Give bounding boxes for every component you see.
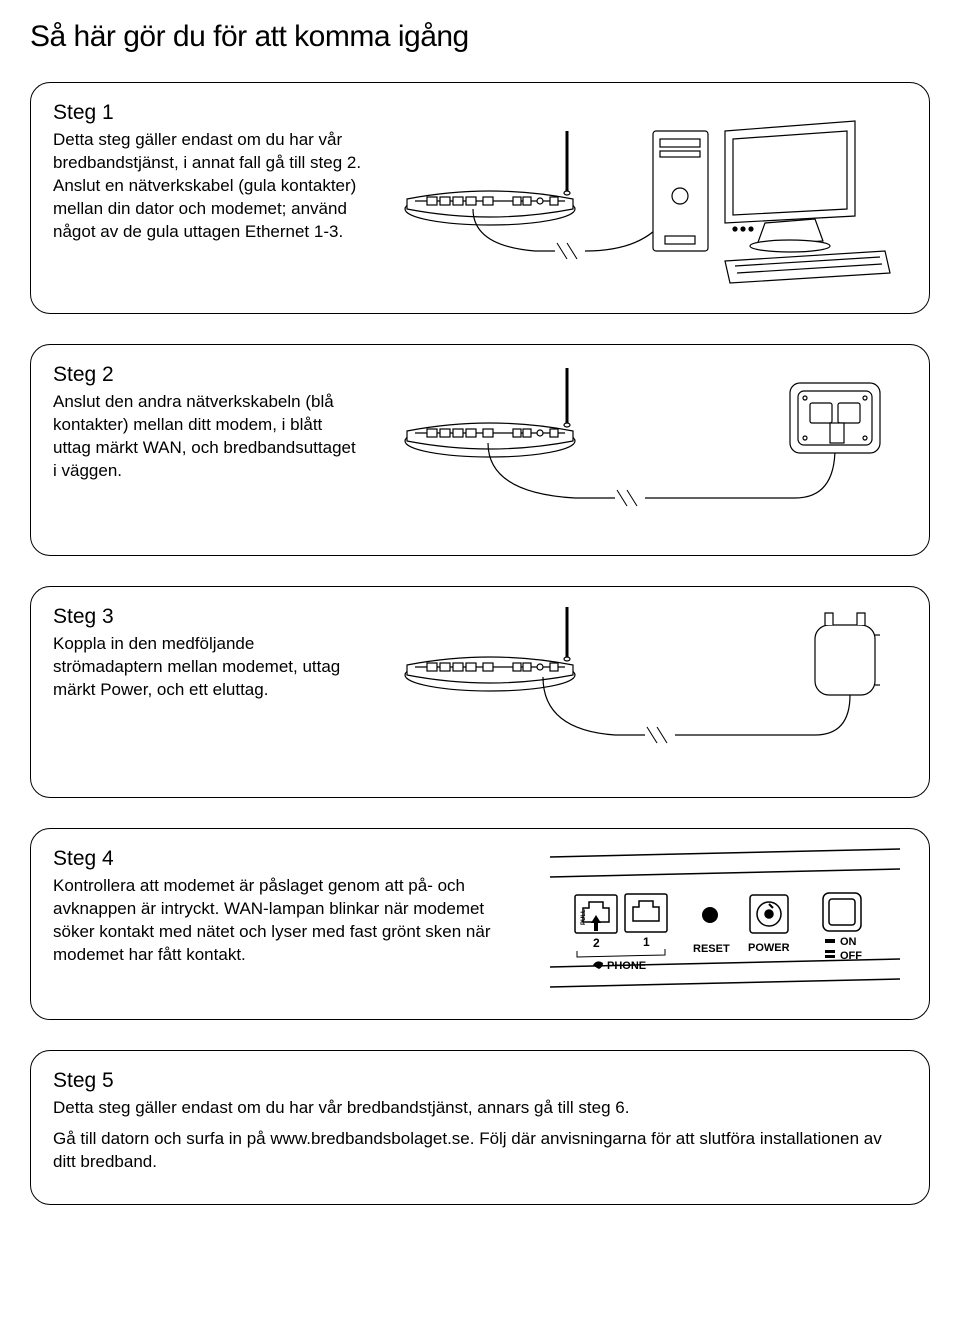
step-1-diagram — [383, 101, 907, 291]
step-3: Steg 3 Koppla in den medföljande strömad… — [30, 586, 930, 798]
on-label: ON — [840, 936, 857, 948]
modem-power-icon — [395, 605, 895, 775]
page-title: Så här gör du för att komma igång — [30, 20, 930, 54]
step-3-diagram — [383, 605, 907, 775]
phone-2-label: 2 — [593, 936, 600, 950]
phone-1-label: 1 — [643, 935, 650, 949]
step-2-text: Steg 2 Anslut den andra nätverkskabeln (… — [53, 363, 363, 533]
step-2-title: Steg 2 — [53, 363, 363, 387]
step-1-text: Steg 1 Detta steg gäller endast om du ha… — [53, 101, 363, 291]
step-1-title: Steg 1 — [53, 101, 363, 125]
modem-computer-icon — [395, 101, 895, 291]
reset-label: RESET — [693, 943, 730, 955]
step-1: Steg 1 Detta steg gäller endast om du ha… — [30, 82, 930, 314]
step-3-body: Koppla in den medföljande strömadaptern … — [53, 633, 363, 702]
step-5-text: Steg 5 Detta steg gäller endast om du ha… — [53, 1069, 907, 1182]
step-4-body: Kontrollera att modemet är påslaget geno… — [53, 875, 523, 967]
step-3-title: Steg 3 — [53, 605, 363, 629]
step-2: Steg 2 Anslut den andra nätverkskabeln (… — [30, 344, 930, 556]
step-5: Steg 5 Detta steg gäller endast om du ha… — [30, 1050, 930, 1205]
modem-back-panel-icon: PULL 2 1 PHONE RESET POWER — [545, 847, 905, 997]
phone-label: PHONE — [607, 960, 646, 972]
modem-wall-icon — [395, 363, 895, 533]
step-5-line-2: Gå till datorn och surfa in på www.bredb… — [53, 1128, 907, 1174]
step-5-body: Detta steg gäller endast om du har vår b… — [53, 1097, 907, 1174]
step-5-title: Steg 5 — [53, 1069, 907, 1093]
step-4-diagram: PULL 2 1 PHONE RESET POWER — [543, 847, 907, 997]
power-label: POWER — [748, 942, 790, 954]
off-label: OFF — [840, 950, 862, 962]
step-4-title: Steg 4 — [53, 847, 523, 871]
step-2-diagram — [383, 363, 907, 533]
pull-label: PULL — [581, 909, 587, 925]
step-3-text: Steg 3 Koppla in den medföljande strömad… — [53, 605, 363, 775]
step-2-body: Anslut den andra nätverkskabeln (blå kon… — [53, 391, 363, 483]
step-1-body: Detta steg gäller endast om du har vår b… — [53, 129, 363, 244]
step-5-line-1: Detta steg gäller endast om du har vår b… — [53, 1097, 907, 1120]
step-4-text: Steg 4 Kontrollera att modemet är påslag… — [53, 847, 523, 997]
step-4: Steg 4 Kontrollera att modemet är påslag… — [30, 828, 930, 1020]
